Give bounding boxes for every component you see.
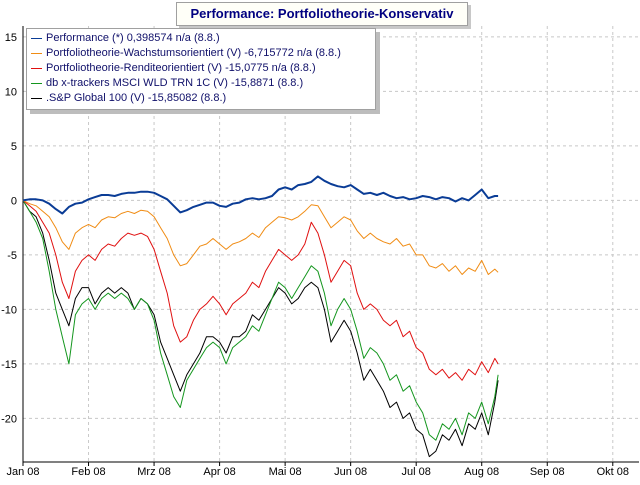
y-tick-label: -10 bbox=[1, 304, 17, 316]
y-tick-label: -15 bbox=[1, 359, 17, 371]
x-tick-label: Mai 08 bbox=[269, 466, 302, 478]
y-tick-label: 0 bbox=[11, 195, 17, 207]
legend-label: .S&P Global 100 (V) -15,85082 (8.8.) bbox=[46, 92, 227, 104]
legend-swatch-icon bbox=[31, 68, 42, 69]
legend-swatch-icon bbox=[31, 83, 42, 84]
legend-item: Portfoliotheorie-Renditeorientiert (V) -… bbox=[31, 61, 316, 76]
y-tick-label: -20 bbox=[1, 413, 17, 425]
x-tick-label: Jun 08 bbox=[334, 466, 367, 478]
series-line bbox=[22, 175, 499, 215]
y-tick-label: 10 bbox=[5, 86, 17, 98]
x-tick-label: Aug 08 bbox=[464, 466, 499, 478]
x-tick-label: Okt 08 bbox=[597, 466, 629, 478]
series-line bbox=[22, 200, 499, 381]
y-tick-label: 5 bbox=[11, 141, 17, 153]
legend-item: Performance (*) 0,398574 n/a (8.8.) bbox=[31, 31, 220, 46]
x-tick-label: Jul 08 bbox=[402, 466, 431, 478]
series-line bbox=[22, 199, 499, 275]
y-tick-label: 15 bbox=[5, 32, 17, 44]
legend-item: Portfoliotheorie-Wachstumsorientiert (V)… bbox=[31, 46, 341, 61]
series-line bbox=[22, 200, 499, 458]
x-tick-label: Apr 08 bbox=[203, 466, 235, 478]
chart-title: Performance: Portfoliotheorie-Konservati… bbox=[176, 2, 468, 26]
legend-label: db x-trackers MSCI WLD TRN 1C (V) -15,88… bbox=[46, 77, 304, 89]
legend: Performance (*) 0,398574 n/a (8.8.) Port… bbox=[26, 28, 376, 110]
legend-label: Portfoliotheorie-Renditeorientiert (V) -… bbox=[46, 62, 316, 74]
legend-swatch-icon bbox=[31, 38, 42, 39]
series-line bbox=[22, 200, 499, 441]
x-tick-label: Jan 08 bbox=[6, 466, 39, 478]
legend-label: Portfoliotheorie-Wachstumsorientiert (V)… bbox=[46, 47, 341, 59]
legend-swatch-icon bbox=[31, 53, 42, 54]
legend-label: Performance (*) 0,398574 n/a (8.8.) bbox=[46, 32, 220, 44]
y-tick-label: -5 bbox=[7, 250, 17, 262]
legend-swatch-icon bbox=[31, 98, 42, 99]
legend-item: db x-trackers MSCI WLD TRN 1C (V) -15,88… bbox=[31, 76, 303, 91]
x-tick-label: Feb 08 bbox=[71, 466, 105, 478]
legend-item: .S&P Global 100 (V) -15,85082 (8.8.) bbox=[31, 91, 226, 106]
x-tick-label: Sep 08 bbox=[530, 466, 565, 478]
x-tick-label: Mrz 08 bbox=[137, 466, 171, 478]
